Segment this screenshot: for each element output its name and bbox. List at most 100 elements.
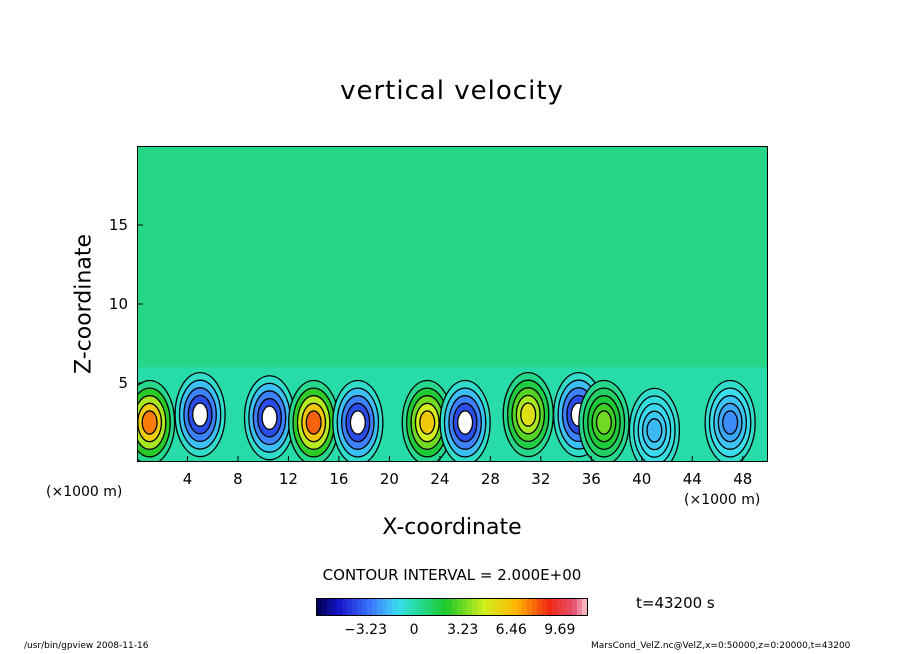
colorbar-segment — [387, 599, 393, 615]
convective-cell — [401, 379, 453, 462]
colorbar-segment — [402, 599, 408, 615]
convective-cell — [288, 379, 340, 462]
colorbar-segment — [557, 599, 563, 615]
colorbar-segment — [472, 599, 478, 615]
colorbar-tick-label: −3.23 — [344, 622, 387, 638]
colorbar-segment — [532, 599, 538, 615]
colorbar-segment — [452, 599, 458, 615]
colorbar-segment — [317, 599, 323, 615]
convective-cell — [243, 375, 296, 461]
colorbar-segment — [337, 599, 343, 615]
colorbar-segment — [347, 599, 353, 615]
cell-contour — [520, 402, 537, 427]
convective-cell — [174, 371, 226, 458]
colorbar-segment — [522, 599, 528, 615]
colorbar-segment — [332, 599, 338, 615]
colorbar-segment — [327, 599, 333, 615]
colorbar-segment — [422, 599, 428, 615]
colorbar-segment — [417, 599, 423, 615]
chart-title: vertical velocity — [340, 76, 564, 106]
convective-cell — [502, 371, 554, 458]
x-tick-label: 40 — [632, 470, 652, 488]
x-axis-label: X-coordinate — [382, 515, 522, 540]
x-tick-label: 12 — [278, 470, 298, 488]
time-label: t=43200 s — [636, 594, 715, 612]
x-tick-label: 8 — [233, 470, 243, 488]
y-tick-label: 15 — [108, 216, 128, 234]
colorbar-segment — [462, 599, 468, 615]
colorbar-segment — [397, 599, 403, 615]
colorbar-segment — [457, 599, 463, 615]
colorbar-svg — [317, 599, 587, 615]
cell-contour — [192, 402, 209, 427]
cell-contour — [261, 405, 278, 431]
colorbar-segment — [377, 599, 383, 615]
heatmap-svg — [137, 146, 768, 462]
cell-contour — [595, 410, 612, 435]
colorbar-segment — [507, 599, 513, 615]
convective-cell — [439, 379, 491, 462]
colorbar-segment — [542, 599, 548, 615]
colorbar-segment — [552, 599, 558, 615]
colorbar-segment — [467, 599, 473, 615]
colorbar-segment — [342, 599, 348, 615]
x-unit-label-left: (×1000 m) — [46, 484, 123, 500]
colorbar-segment — [442, 599, 448, 615]
convective-cell — [704, 379, 756, 462]
colorbar-segment — [477, 599, 483, 615]
colorbar-segment — [567, 599, 573, 615]
cell-contour — [419, 410, 436, 435]
colorbar-segment — [372, 599, 378, 615]
colorbar — [316, 598, 588, 616]
colorbar-segment — [497, 599, 503, 615]
x-tick-label: 48 — [733, 470, 753, 488]
colorbar-tick-label: 9.69 — [544, 622, 576, 638]
colorbar-segment — [577, 599, 583, 615]
colorbar-segment — [502, 599, 508, 615]
x-tick-label: 20 — [379, 470, 399, 488]
convective-cell — [137, 379, 176, 462]
x-tick-label: 32 — [531, 470, 551, 488]
colorbar-segment — [367, 599, 373, 615]
colorbar-segment — [512, 599, 518, 615]
cell-contour — [305, 410, 322, 435]
plot-area — [137, 146, 768, 462]
footer-program-date: /usr/bin/gpview 2008-11-16 — [24, 641, 149, 651]
footer-source: MarsCond_VelZ.nc@VelZ,x=0:50000,z=0:2000… — [591, 641, 851, 651]
colorbar-segment — [572, 599, 578, 615]
x-tick-label: 44 — [682, 470, 702, 488]
colorbar-segment — [352, 599, 358, 615]
colorbar-segment — [392, 599, 398, 615]
x-tick-label: 24 — [430, 470, 450, 488]
colorbar-segment — [482, 599, 488, 615]
cell-contour — [457, 410, 474, 435]
x-tick-label: 36 — [581, 470, 601, 488]
colorbar-segment — [447, 599, 453, 615]
colorbar-segment — [412, 599, 418, 615]
colorbar-segment — [382, 599, 388, 615]
x-unit-label-right: (×1000 m) — [684, 492, 761, 508]
x-tick-label: 28 — [480, 470, 500, 488]
colorbar-tick-label: 0 — [409, 622, 419, 638]
colorbar-segment — [582, 599, 587, 615]
colorbar-tick-label: 3.23 — [447, 622, 479, 638]
contour-interval-label: CONTOUR INTERVAL = 2.000E+00 — [322, 566, 582, 584]
y-tick-label: 5 — [118, 374, 128, 392]
convective-cell — [628, 387, 681, 462]
colorbar-segment — [322, 599, 328, 615]
y-axis-label: Z-coordinate — [71, 234, 97, 374]
colorbar-segment — [547, 599, 553, 615]
colorbar-segment — [562, 599, 568, 615]
colorbar-segment — [357, 599, 363, 615]
colorbar-segment — [407, 599, 413, 615]
colorbar-segment — [492, 599, 498, 615]
colorbar-segment — [427, 599, 433, 615]
convective-cell — [332, 379, 384, 462]
colorbar-segment — [487, 599, 493, 615]
x-tick-label: 4 — [182, 470, 193, 488]
cell-contour — [646, 418, 663, 443]
colorbar-segment — [527, 599, 533, 615]
convective-cell — [578, 379, 630, 462]
y-tick-label: 10 — [108, 295, 128, 313]
x-tick-label: 16 — [329, 470, 349, 488]
